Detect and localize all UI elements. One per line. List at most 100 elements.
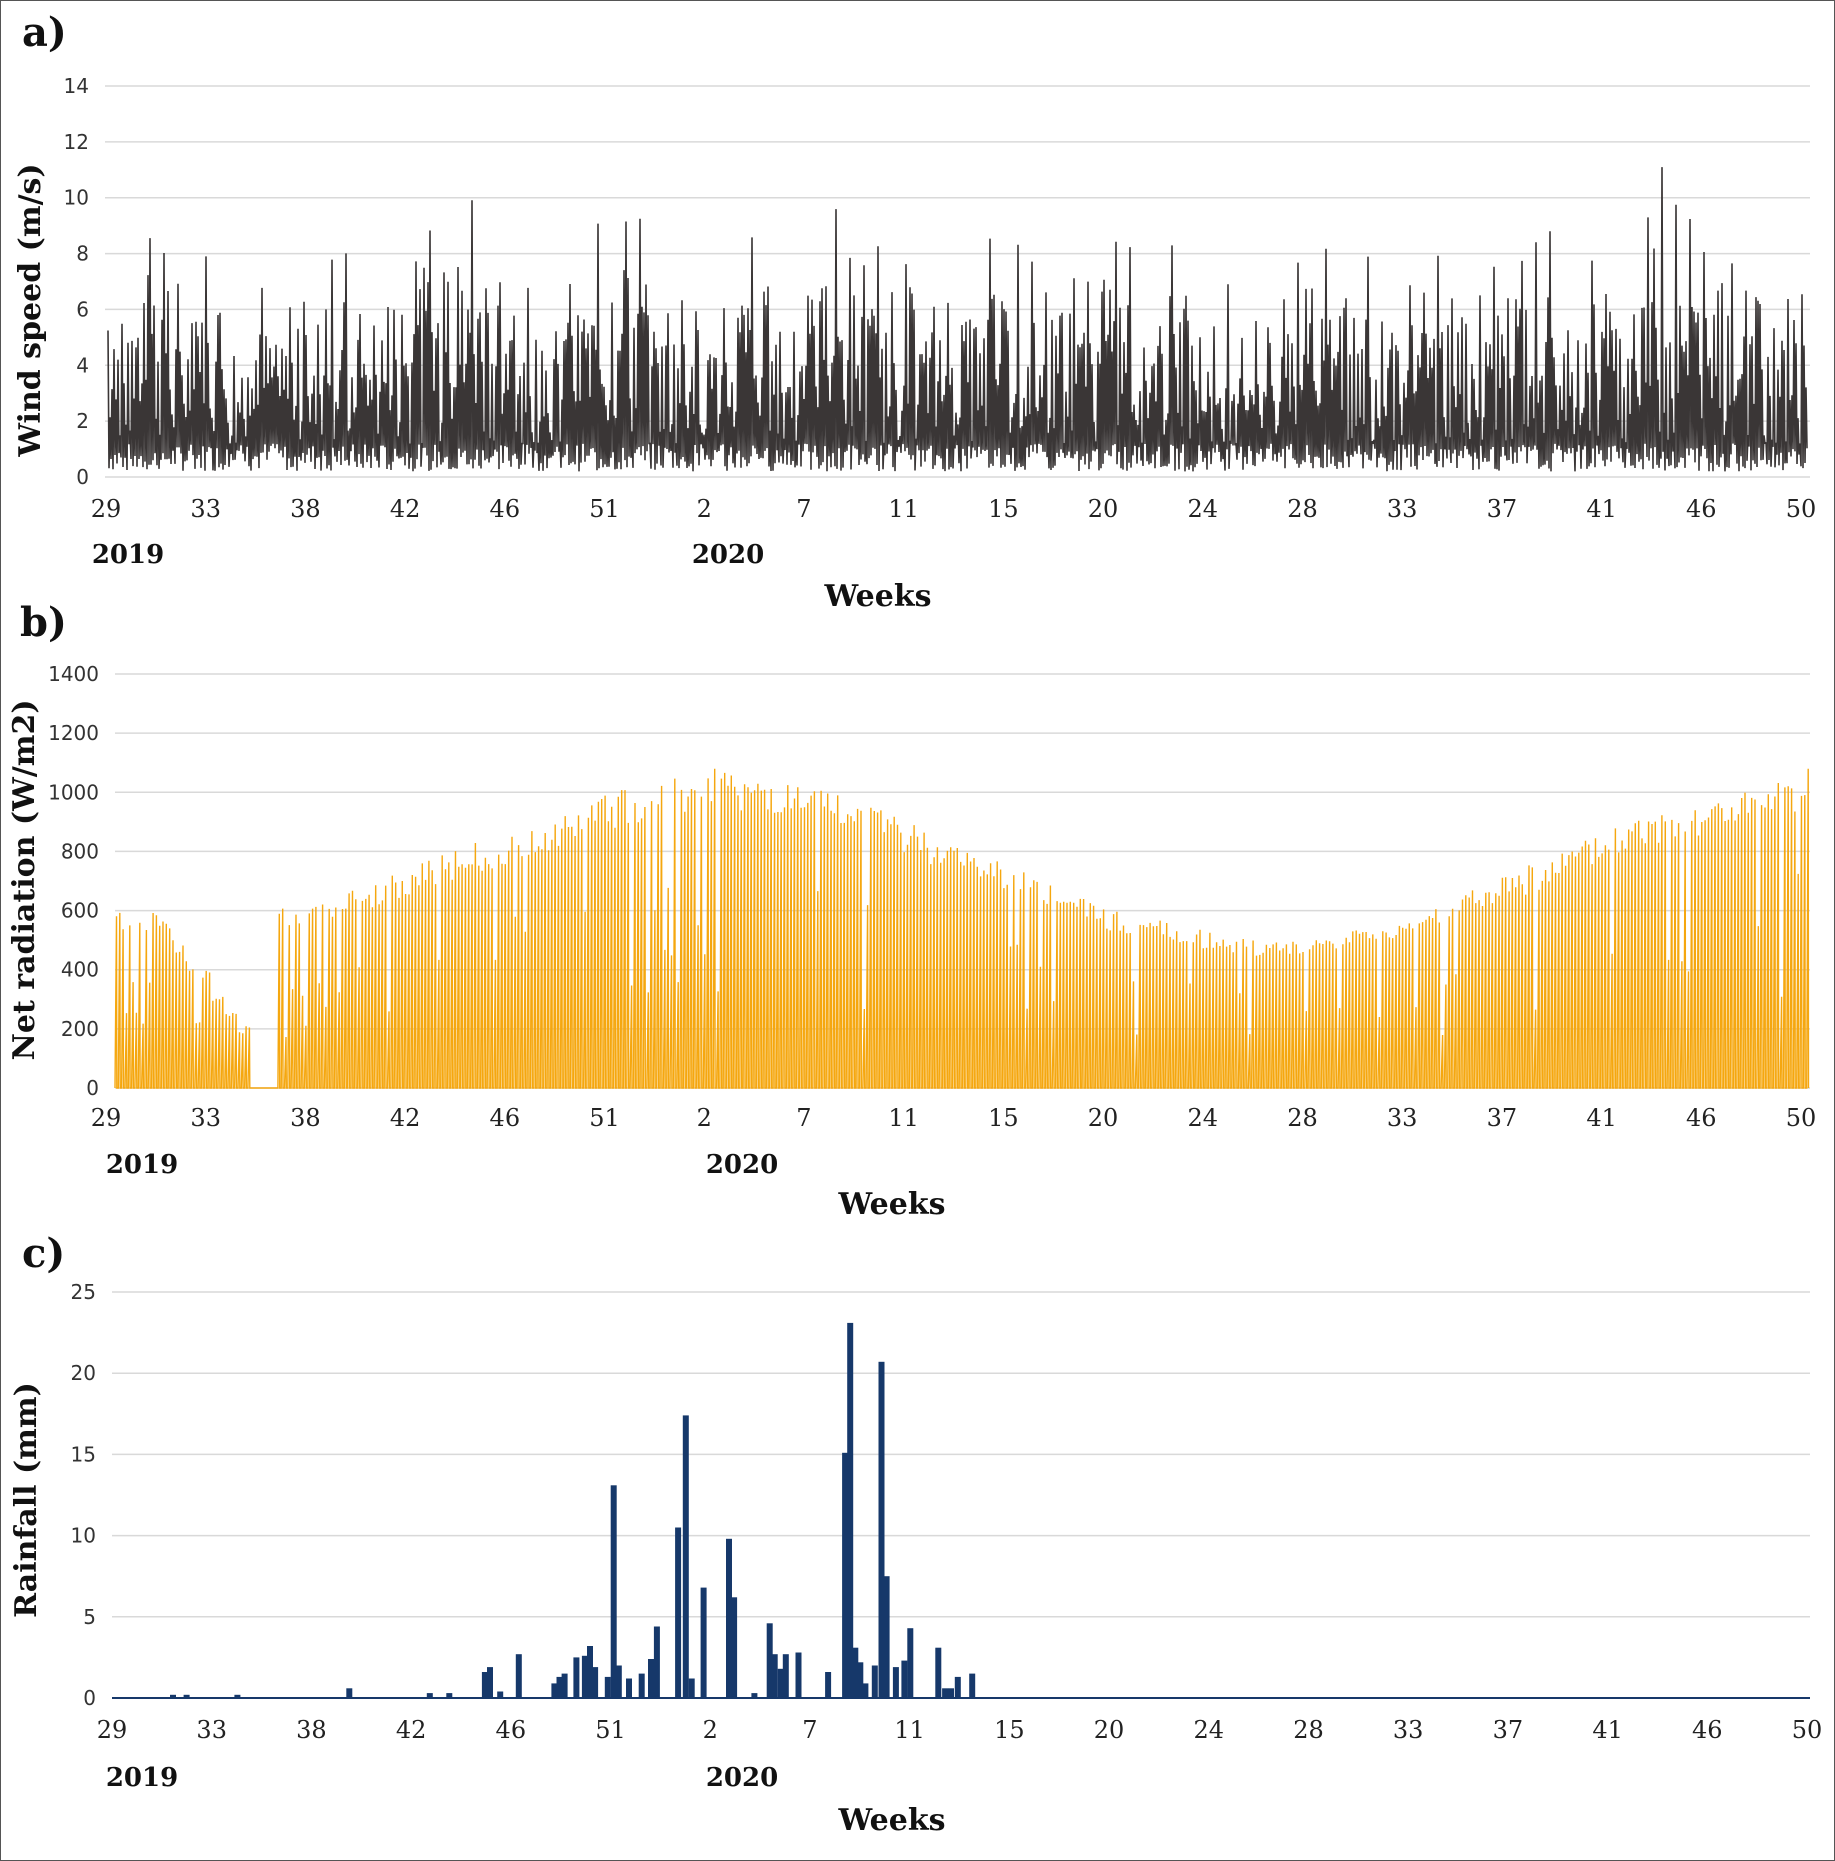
rainfall-bar [234, 1694, 241, 1698]
rainfall-bar [751, 1693, 758, 1698]
y-tick-label: 0 [76, 465, 89, 489]
y-tick-label: 2 [76, 409, 89, 433]
rainfall-bar [615, 1665, 622, 1698]
rainfall-bar [907, 1628, 914, 1698]
panel-label: b) [20, 599, 67, 646]
rainfall-bar [481, 1672, 488, 1698]
rainfall-bar [561, 1673, 568, 1698]
rainfall-bar [935, 1647, 942, 1698]
y-tick-label: 8 [76, 242, 89, 266]
rainfall-bar [592, 1667, 599, 1698]
rainfall-bar [648, 1659, 654, 1698]
rainfall-bar [883, 1576, 890, 1698]
y-tick-label: 1000 [48, 780, 99, 804]
x-tick-label: 20 [1088, 1104, 1119, 1132]
x-tick-label: 41 [1586, 1104, 1617, 1132]
y-tick-label: 400 [61, 958, 99, 982]
x-tick-label: 15 [988, 1104, 1019, 1132]
x-tick-label: 38 [290, 495, 321, 523]
x-tick-label: 11 [888, 1104, 919, 1132]
x-axis-label: Weeks [823, 579, 931, 614]
x-tick-label: 50 [1792, 1716, 1823, 1744]
rainfall-bar [901, 1660, 908, 1698]
year-label: 2019 [106, 1763, 178, 1793]
x-tick-label: 28 [1287, 495, 1318, 523]
y-axis-label: Wind speed (m/s) [13, 163, 48, 457]
x-tick-label: 33 [190, 1104, 221, 1132]
x-tick-label: 37 [1487, 495, 1518, 523]
y-tick-label: 4 [76, 353, 89, 377]
x-tick-label: 7 [796, 1104, 811, 1132]
rainfall-bar [556, 1676, 563, 1698]
rainfall-bar [682, 1415, 689, 1698]
y-tick-label: 5 [83, 1605, 96, 1629]
year-label: 2020 [692, 540, 764, 570]
rainfall-bar [446, 1693, 453, 1698]
rainfall-bar [731, 1597, 738, 1698]
y-tick-label: 800 [61, 839, 99, 863]
x-tick-label: 51 [595, 1716, 626, 1744]
x-tick-label: 33 [1387, 495, 1418, 523]
rainfall-bar [726, 1538, 732, 1698]
year-label: 2019 [106, 1150, 178, 1180]
rainfall-bar [626, 1678, 632, 1698]
rainfall-bar [847, 1322, 854, 1698]
chart-panel-c: c) 0 5 10 15 20 25 Rainfall (mm) 29 33 38 42 46 51 2 7 1… [9, 1230, 1822, 1838]
y-axis-label: Net radiation (W/m2) [7, 699, 42, 1060]
x-tick-label: 15 [994, 1716, 1025, 1744]
y-tick-label: 10 [71, 1524, 96, 1548]
y-tick-label: 25 [71, 1280, 96, 1304]
x-tick-label: 46 [1692, 1716, 1723, 1744]
x-tick-label: 46 [1686, 495, 1717, 523]
x-tick-label: 7 [802, 1716, 817, 1744]
x-axis-label: Weeks [837, 1803, 945, 1838]
x-tick-label: 11 [894, 1716, 925, 1744]
rainfall-bar [842, 1452, 849, 1698]
rainfall-bar [426, 1693, 433, 1698]
x-tick-label: 29 [91, 1104, 122, 1132]
x-tick-label: 24 [1187, 495, 1218, 523]
x-tick-label: 37 [1493, 1716, 1524, 1744]
x-tick-label: 41 [1592, 1716, 1623, 1744]
rainfall-bar [782, 1654, 789, 1698]
y-tick-label: 20 [71, 1361, 96, 1385]
x-tick-label: 24 [1187, 1104, 1218, 1132]
rainfall-bar [954, 1676, 961, 1698]
panel-label: c) [22, 1230, 65, 1277]
rainfall-bar [551, 1683, 558, 1698]
rainfall-bar [969, 1673, 976, 1698]
y-axis-label: Rainfall (mm) [9, 1382, 44, 1618]
x-tick-label: 46 [490, 495, 521, 523]
rainfall-bar [857, 1662, 864, 1698]
net-radiation-series-line [114, 768, 1810, 1089]
rainfall-bar [700, 1587, 707, 1698]
rainfall-bar [766, 1623, 773, 1698]
x-tick-label: 29 [97, 1716, 128, 1744]
rainfall-bar [892, 1667, 899, 1698]
x-tick-label: 2 [697, 1104, 712, 1132]
x-tick-label: 28 [1287, 1104, 1318, 1132]
y-tick-label: 600 [61, 899, 99, 923]
x-tick-label: 37 [1487, 1104, 1518, 1132]
x-tick-label: 24 [1193, 1716, 1224, 1744]
x-tick-label: 46 [490, 1104, 521, 1132]
rainfall-bar [487, 1667, 493, 1698]
y-tick-label: 14 [64, 74, 89, 98]
rainfall-bar [942, 1688, 949, 1698]
x-tick-label: 33 [190, 495, 221, 523]
x-tick-label: 38 [290, 1104, 321, 1132]
x-tick-label: 50 [1786, 1104, 1817, 1132]
year-label: 2020 [706, 1763, 778, 1793]
rainfall-bar [771, 1654, 778, 1698]
panel-label: a) [22, 9, 67, 56]
x-tick-label: 2 [703, 1716, 718, 1744]
rainfall-bar [653, 1626, 660, 1698]
rainfall-bar [581, 1655, 588, 1698]
rainfall-bar [610, 1485, 617, 1698]
x-tick-label: 20 [1088, 495, 1119, 523]
x-tick-label: 42 [390, 495, 421, 523]
rainfall-bar [675, 1527, 682, 1698]
